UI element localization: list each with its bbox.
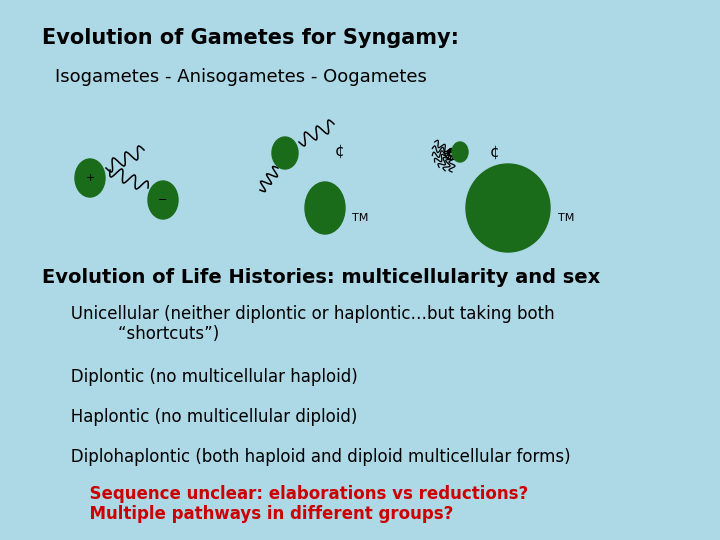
Text: Evolution of Gametes for Syngamy:: Evolution of Gametes for Syngamy: xyxy=(42,28,459,48)
Text: TM: TM xyxy=(352,213,369,223)
Text: ¢: ¢ xyxy=(490,145,500,159)
Text: ¢: ¢ xyxy=(335,144,345,159)
Text: Haplontic (no multicellular diploid): Haplontic (no multicellular diploid) xyxy=(55,408,357,426)
Text: −: − xyxy=(158,195,168,205)
Text: Unicellular (neither diplontic or haplontic…but taking both: Unicellular (neither diplontic or haplon… xyxy=(55,305,554,323)
Ellipse shape xyxy=(272,137,298,169)
Text: Multiple pathways in different groups?: Multiple pathways in different groups? xyxy=(55,505,454,523)
Text: Isogametes - Anisogametes - Oogametes: Isogametes - Anisogametes - Oogametes xyxy=(55,68,427,86)
Ellipse shape xyxy=(452,142,468,162)
Ellipse shape xyxy=(466,164,550,252)
Text: Diplohaplontic (both haploid and diploid multicellular forms): Diplohaplontic (both haploid and diploid… xyxy=(55,448,571,466)
Text: Diplontic (no multicellular haploid): Diplontic (no multicellular haploid) xyxy=(55,368,358,386)
Text: “shortcuts”): “shortcuts”) xyxy=(55,325,220,343)
Text: +: + xyxy=(85,173,95,183)
Ellipse shape xyxy=(148,181,178,219)
Text: TM: TM xyxy=(558,213,575,223)
Text: Evolution of Life Histories: multicellularity and sex: Evolution of Life Histories: multicellul… xyxy=(42,268,600,287)
Text: Sequence unclear: elaborations vs reductions?: Sequence unclear: elaborations vs reduct… xyxy=(55,485,528,503)
Ellipse shape xyxy=(305,182,345,234)
Ellipse shape xyxy=(75,159,105,197)
